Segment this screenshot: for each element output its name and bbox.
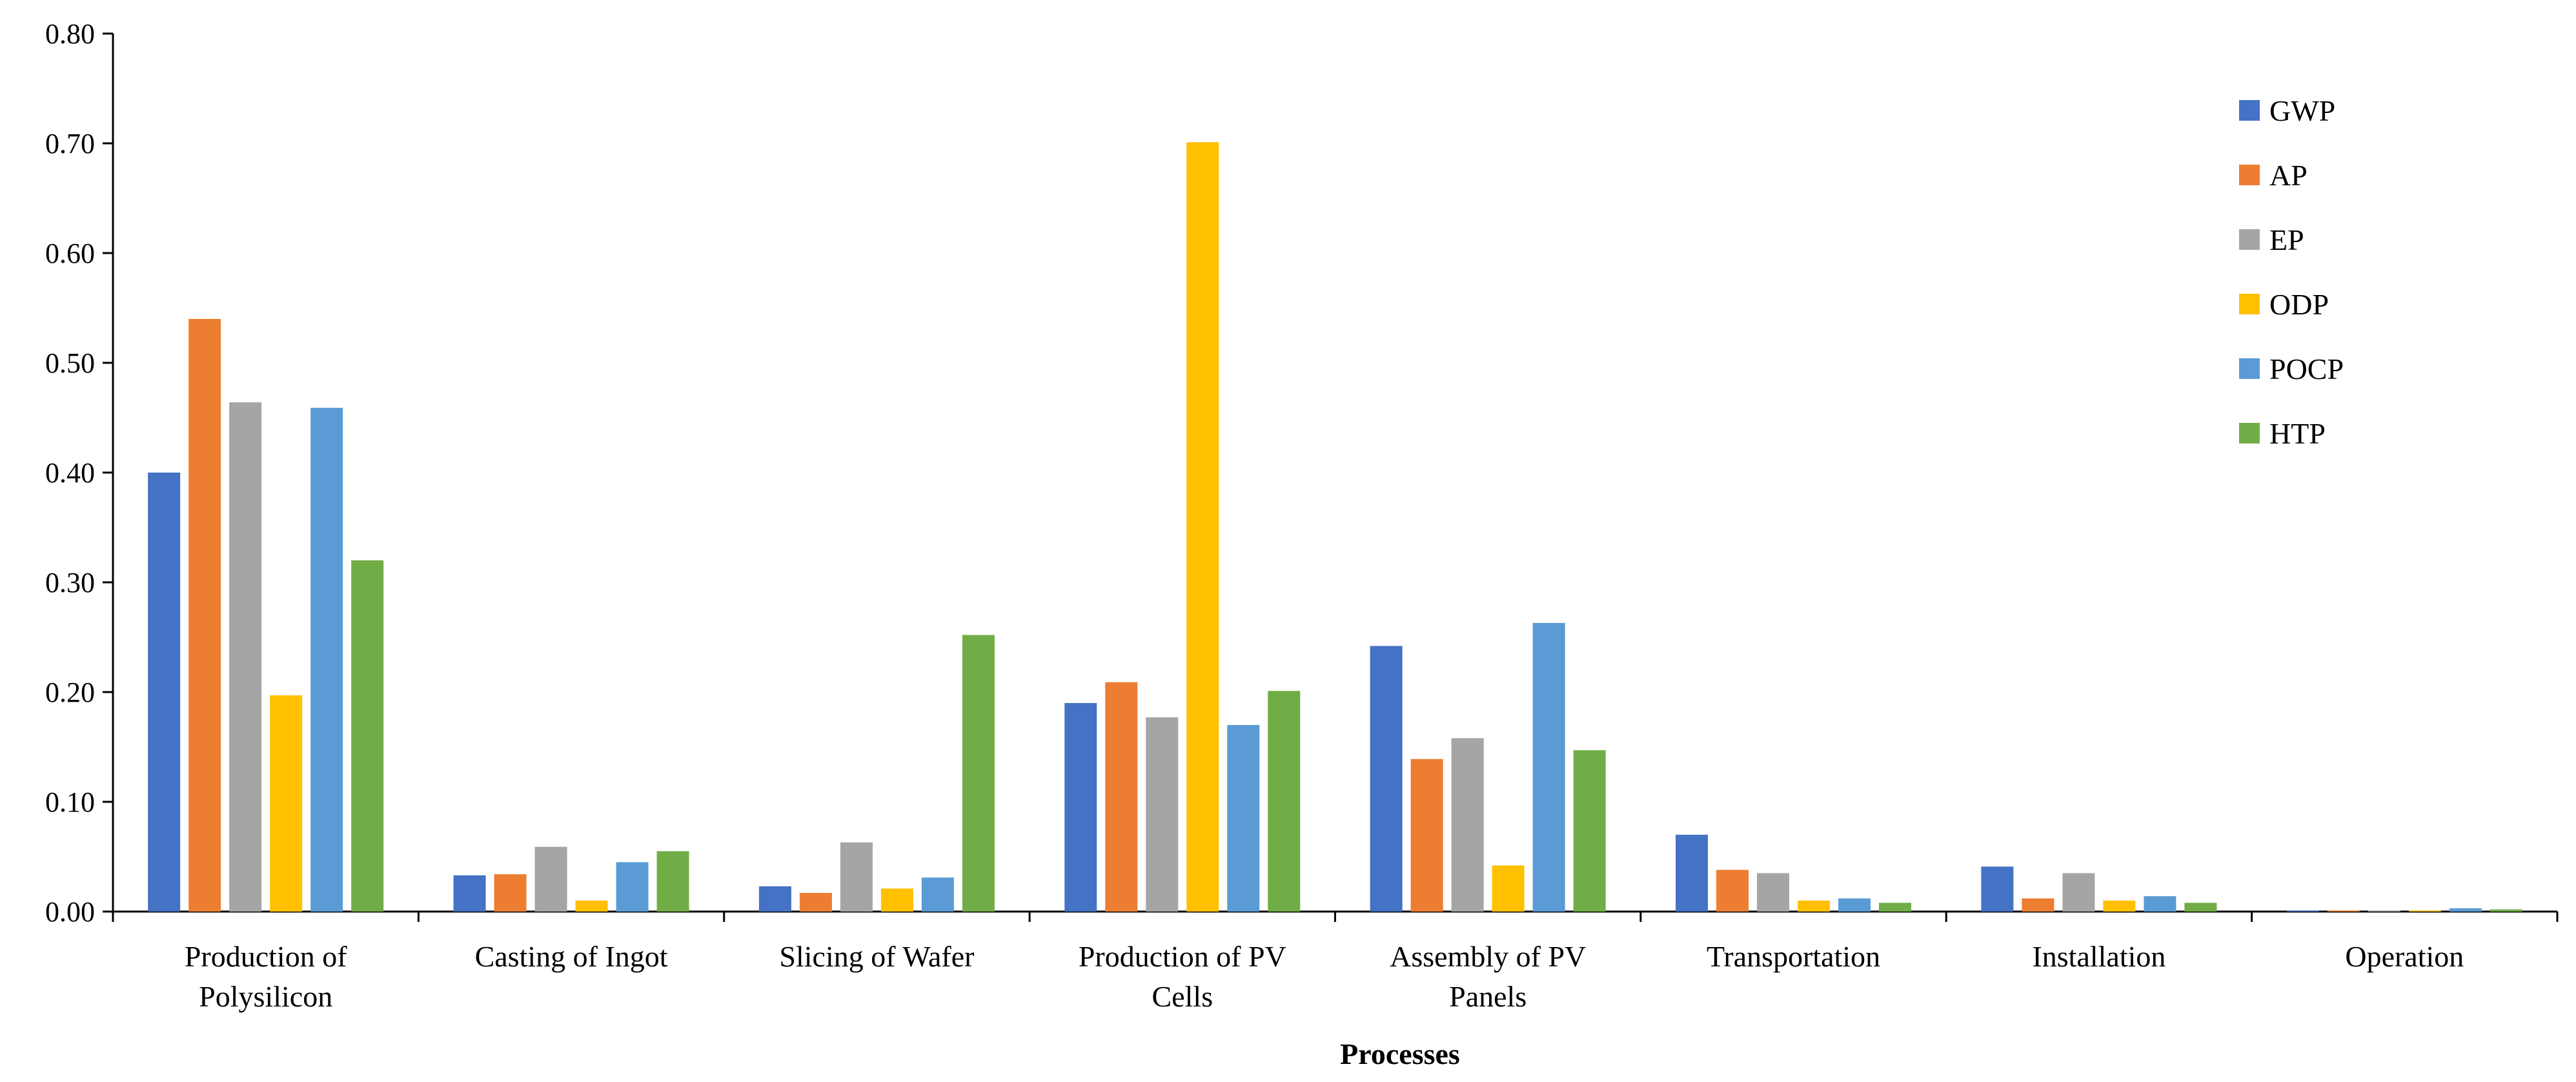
- bar-htp-5: [1879, 903, 1912, 912]
- legend-swatch-odp: [2239, 294, 2260, 314]
- legend-swatch-htp: [2239, 423, 2260, 444]
- x-category-label: Assembly of PV Panels: [1390, 940, 1586, 1013]
- bar-ap-3: [1105, 682, 1138, 912]
- bar-odp-3: [1186, 142, 1219, 912]
- bar-gwp-0: [148, 473, 181, 912]
- bar-ap-1: [494, 874, 527, 912]
- y-tick-label: 0.10: [45, 786, 95, 818]
- bar-htp-3: [1268, 691, 1301, 912]
- bar-odp-6: [2103, 901, 2136, 912]
- bar-htp-4: [1573, 750, 1606, 912]
- bar-pocp-0: [310, 407, 343, 912]
- bar-htp-2: [962, 635, 995, 912]
- x-axis-title: Processes: [1340, 1037, 1460, 1070]
- bar-gwp-2: [758, 886, 791, 912]
- x-category-label: Slicing of Wafer: [779, 940, 974, 973]
- bar-ap-6: [2022, 898, 2054, 912]
- bar-odp-1: [575, 901, 608, 912]
- bar-odp-5: [1798, 901, 1831, 912]
- bar-gwp-3: [1064, 703, 1097, 912]
- bar-ap-7: [2327, 910, 2360, 912]
- bar-odp-4: [1492, 865, 1525, 912]
- y-tick-label: 0.80: [45, 18, 95, 50]
- bar-ep-4: [1451, 738, 1484, 912]
- x-category-label: Installation: [2032, 940, 2165, 973]
- bar-ap-4: [1410, 759, 1443, 912]
- bar-gwp-6: [1981, 866, 2014, 912]
- bar-odp-0: [270, 695, 303, 912]
- legend-swatch-ap: [2239, 165, 2260, 185]
- bar-htp-1: [656, 851, 689, 912]
- bar-ap-2: [799, 893, 832, 912]
- bar-gwp-4: [1370, 646, 1403, 912]
- bar-gwp-7: [2286, 910, 2319, 912]
- legend-label-ap: AP: [2269, 159, 2307, 192]
- bar-gwp-5: [1676, 835, 1709, 912]
- bar-ep-5: [1757, 873, 1790, 912]
- x-category-label: Transportation: [1707, 940, 1880, 973]
- bar-ap-5: [1716, 870, 1749, 912]
- bar-ap-0: [188, 319, 221, 912]
- y-tick-label: 0.50: [45, 347, 95, 379]
- bar-ep-2: [840, 842, 873, 912]
- y-tick-label: 0.30: [45, 567, 95, 598]
- bar-gwp-1: [453, 875, 486, 912]
- bar-pocp-3: [1227, 725, 1260, 912]
- y-tick-label: 0.40: [45, 457, 95, 489]
- x-category-label: Production of PV Cells: [1079, 940, 1286, 1013]
- bar-ep-1: [534, 846, 567, 912]
- legend-swatch-pocp: [2239, 358, 2260, 379]
- bar-ep-7: [2368, 910, 2400, 912]
- x-category-label: Production of Polysilicon: [185, 940, 347, 1013]
- bar-htp-7: [2490, 909, 2522, 912]
- legend-label-gwp: GWP: [2269, 94, 2335, 127]
- bars: [148, 142, 2522, 912]
- y-tick-label: 0.70: [45, 128, 95, 159]
- bar-pocp-4: [1532, 622, 1565, 912]
- bar-ep-6: [2062, 873, 2095, 912]
- y-axis: 0.00 0.10 0.20 0.30 0.40 0.50 0.60 0.70 0.80: [45, 18, 114, 928]
- bar-htp-6: [2184, 903, 2217, 912]
- bar-pocp-6: [2144, 896, 2176, 912]
- x-category-label: Casting of Ingot: [475, 940, 668, 973]
- y-tick-label: 0.20: [45, 677, 95, 708]
- bar-pocp-7: [2449, 908, 2482, 912]
- bar-pocp-1: [616, 862, 649, 912]
- bar-pocp-2: [921, 877, 954, 912]
- bar-htp-0: [351, 560, 384, 912]
- bar-odp-2: [880, 888, 913, 912]
- legend-swatch-ep: [2239, 229, 2260, 250]
- legend-swatch-gwp: [2239, 100, 2260, 121]
- x-category-label: Operation: [2345, 940, 2464, 973]
- legend: GWP AP EP ODP POCP HTP: [2239, 94, 2344, 450]
- legend-label-pocp: POCP: [2269, 352, 2344, 385]
- legend-label-htp: HTP: [2269, 417, 2326, 450]
- legend-label-ep: EP: [2269, 223, 2304, 256]
- bar-ep-3: [1146, 717, 1179, 912]
- y-tick-label: 0.60: [45, 238, 95, 269]
- bar-ep-0: [229, 402, 262, 912]
- bar-pocp-5: [1838, 898, 1871, 912]
- legend-label-odp: ODP: [2269, 288, 2329, 321]
- bar-odp-7: [2408, 910, 2441, 912]
- y-tick-label: 0.00: [45, 896, 95, 928]
- x-axis: Production of Polysilicon Casting of Ingot…: [112, 910, 2559, 1013]
